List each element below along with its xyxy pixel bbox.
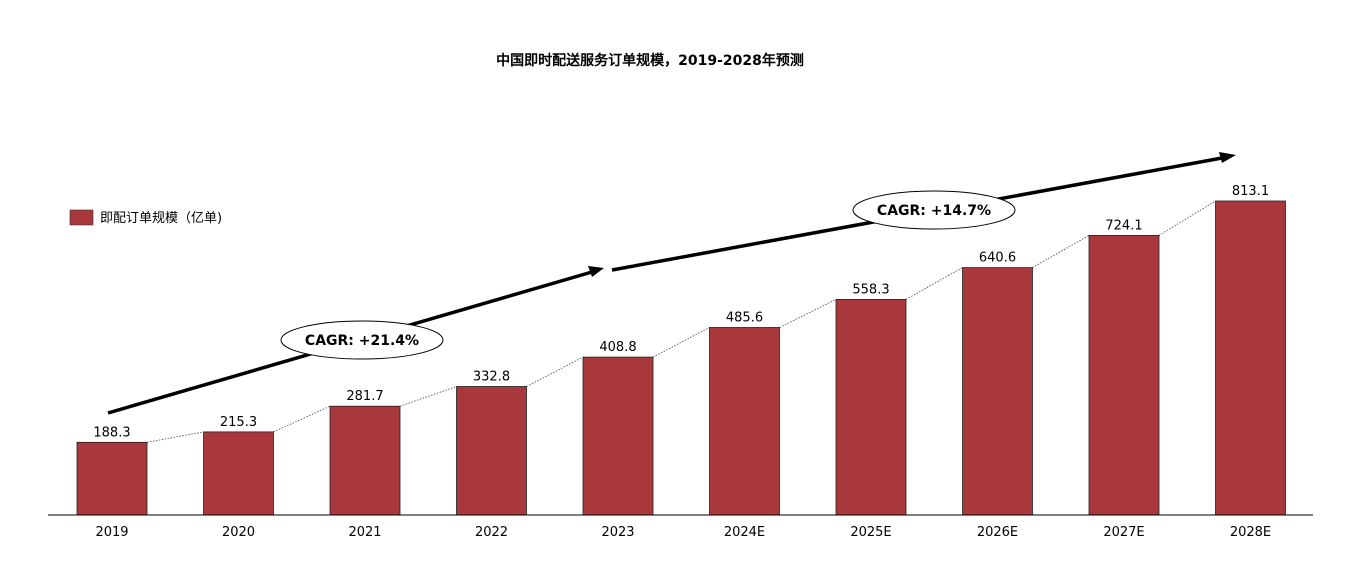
legend: 即配订单规模（亿单): [69, 209, 222, 226]
x-tick-2019: 2019: [95, 525, 128, 540]
cagr-annotations: CAGR: +21.4% CAGR: +14.7%: [280, 190, 1016, 360]
connector-2020-2021: [273, 405, 331, 433]
bar-2023: [582, 356, 654, 516]
value-label-2024E: 485.6: [726, 311, 763, 326]
bars: [76, 200, 1286, 516]
trend-arrows: [107, 152, 1236, 415]
bar-2022: [456, 386, 527, 516]
value-label-2021: 281.7: [346, 389, 383, 404]
connector-lines: [146, 200, 1216, 443]
x-tick-2022: 2022: [475, 525, 508, 540]
value-label-2026E: 640.6: [979, 251, 1016, 266]
trend-arrow-2-head: [1219, 152, 1236, 163]
x-tick-2026E: 2026E: [977, 525, 1018, 540]
connector-2026E-2027E: [1032, 235, 1090, 268]
legend-swatch: [69, 209, 94, 226]
trend-arrow-1-head: [588, 266, 604, 277]
connector-2025E-2026E: [905, 267, 963, 300]
connector-2022-2023: [526, 356, 584, 387]
x-axis-ticks: 2019 2020 2021 2022 2023 2024E 2025E 2026E 2027E…: [95, 525, 1271, 540]
bar-2026E: [962, 267, 1033, 516]
connector-2024E-2025E: [779, 299, 837, 328]
connector-2027E-2028E: [1158, 200, 1216, 236]
bar-2021: [329, 405, 401, 516]
x-tick-2028E: 2028E: [1230, 525, 1271, 540]
bar-2028E: [1215, 200, 1286, 516]
bar-2027E: [1088, 234, 1160, 516]
value-label-2028E: 813.1: [1232, 184, 1269, 199]
x-tick-2027E: 2027E: [1103, 525, 1144, 540]
cagr-bubble-2: [852, 190, 1016, 230]
connector-2021-2022: [399, 386, 457, 407]
x-tick-2020: 2020: [222, 525, 255, 540]
cagr-label-1: CAGR: +21.4%: [305, 333, 419, 349]
x-tick-2025E: 2025E: [850, 525, 891, 540]
value-label-2023: 408.8: [599, 340, 636, 355]
value-label-2020: 215.3: [220, 415, 257, 430]
connector-2023-2024E: [652, 327, 710, 358]
bar-2020: [203, 431, 274, 516]
cagr-bubble-1: [280, 320, 444, 360]
bar-2024E: [709, 327, 780, 516]
legend-label: 即配订单规模（亿单): [100, 211, 222, 226]
value-label-2019: 188.3: [93, 425, 130, 440]
x-tick-2021: 2021: [348, 525, 381, 540]
value-label-2027E: 724.1: [1105, 218, 1142, 233]
value-label-2025E: 558.3: [852, 282, 889, 297]
cagr-label-2: CAGR: +14.7%: [877, 203, 991, 219]
value-labels: 188.3 215.3 281.7 332.8 408.8 485.6 558.3 640.6…: [93, 184, 1269, 440]
value-label-2022: 332.8: [473, 370, 510, 385]
bar-2025E: [835, 298, 907, 516]
x-tick-2023: 2023: [601, 525, 634, 540]
bar-2019: [76, 441, 148, 516]
chart-title: 中国即时配送服务订单规模，2019-2028年预测: [496, 52, 804, 69]
connector-2019-2020: [146, 431, 204, 443]
x-tick-2024E: 2024E: [724, 525, 765, 540]
